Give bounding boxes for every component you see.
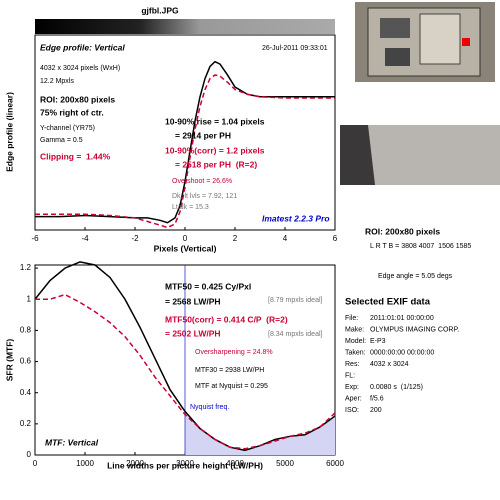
x-tick-label: -6 xyxy=(31,234,39,243)
x-axis-label: Pixels (Vertical) xyxy=(154,243,217,253)
annotation: Y-channel (YR75) xyxy=(40,125,95,132)
exif-label: Exp: xyxy=(345,384,359,391)
annotation: Clipping = 1.44% xyxy=(40,151,111,161)
exif-label: Taken: xyxy=(345,349,366,356)
exif-value: 0.0080 s (1/125) xyxy=(370,384,423,391)
x-tick-label: 2 xyxy=(233,234,238,243)
annotation: Overshoot = 26.6% xyxy=(172,178,232,185)
y-axis-label: Edge profile (linear) xyxy=(4,92,14,172)
x-tick-label: 5000 xyxy=(276,459,294,468)
y-tick-label: 1 xyxy=(27,294,32,303)
exif-label: Aper: xyxy=(345,395,362,402)
y-tick-label: 1.2 xyxy=(20,263,32,272)
annotation: Lt/dk = 15.3 xyxy=(172,204,209,211)
annotation: 12.2 Mpxls xyxy=(40,78,74,85)
x-tick-label: 6 xyxy=(333,234,338,243)
annotation: 10-90% rise = 1.04 pixels xyxy=(165,116,265,126)
x-tick-label: 6000 xyxy=(326,459,344,468)
annotation: MTF: Vertical xyxy=(45,437,99,447)
exif-label: ISO: xyxy=(345,407,359,414)
exif-label: Model: xyxy=(345,338,366,345)
x-tick-label: 0 xyxy=(183,234,188,243)
y-tick-label: 0.4 xyxy=(20,388,32,397)
data-line xyxy=(35,74,335,229)
annotation: Oversharpening = 24.8% xyxy=(195,349,273,356)
annotation: 26-Jul-2011 09:33:01 xyxy=(262,45,328,52)
exif-label: File: xyxy=(345,315,358,322)
x-tick-label: -4 xyxy=(81,234,89,243)
annotation: = 2914 per PH xyxy=(175,130,231,140)
y-tick-label: 0.8 xyxy=(20,326,32,335)
x-tick-label: 4000 xyxy=(226,459,244,468)
edge-strip xyxy=(35,19,335,34)
x-axis-label: Line widths per picture height (LW/PH) xyxy=(107,460,263,470)
annotation: Dk, lt lvls = 7.92, 121 xyxy=(172,193,237,200)
annotation: MTF30 = 2938 LW/PH xyxy=(195,367,264,374)
annotation: = 2568 LW/PH xyxy=(165,296,221,306)
annotation: Imatest 2.2.3 Pro xyxy=(262,213,330,223)
exif-value: 4032 x 3024 xyxy=(370,361,409,368)
y-tick-label: 0.2 xyxy=(20,419,32,428)
thumbnail xyxy=(355,2,495,82)
exif-title: Selected EXIF data xyxy=(345,297,431,308)
edge-angle: Edge angle = 5.05 degs xyxy=(378,273,453,280)
annotation: = 2502 LW/PH xyxy=(165,328,221,338)
annotation: 75% right of ctr. xyxy=(40,107,104,117)
roi-bounds: L R T B = 3808 4007 1506 1585 xyxy=(370,243,471,250)
x-tick-label: 1000 xyxy=(76,459,94,468)
annotation: [8.79 mpxls ideal] xyxy=(268,297,323,304)
roi-crop xyxy=(340,125,500,185)
chart-title: gjfbl.JPG xyxy=(141,5,179,15)
annotation: ROI: 200x80 pixels xyxy=(40,94,115,104)
x-tick-label: 2000 xyxy=(126,459,144,468)
exif-value: f/5.6 xyxy=(370,395,384,402)
annotation: 4032 x 3024 pixels (WxH) xyxy=(40,65,120,72)
roi-label: ROI: 200x80 pixels xyxy=(365,226,440,236)
exif-label: FL: xyxy=(345,372,355,379)
annotation: [8.34 mpxls ideal] xyxy=(268,331,323,338)
annotation: MTF at Nyquist = 0.295 xyxy=(195,383,268,390)
exif-value: E-P3 xyxy=(370,338,386,345)
x-tick-label: 3000 xyxy=(176,459,194,468)
exif-value: 0000:00:00 00:00:00 xyxy=(370,349,434,356)
data-line xyxy=(35,293,336,450)
x-tick-label: 4 xyxy=(283,234,288,243)
y-axis-label: SFR (MTF) xyxy=(4,339,14,382)
exif-label: Res: xyxy=(345,361,359,368)
exif-label: Make: xyxy=(345,326,364,333)
annotation: Gamma = 0.5 xyxy=(40,137,83,144)
annotation: Edge profile: Vertical xyxy=(40,42,125,52)
x-tick-label: -2 xyxy=(131,234,139,243)
exif-value: 200 xyxy=(370,407,382,414)
annotation: 10-90%(corr) = 1.2 pixels xyxy=(165,145,265,155)
exif-value: 2011:01:01 00:00:00 xyxy=(370,315,434,322)
x-tick-label: 0 xyxy=(33,459,38,468)
annotation: MTF50(corr) = 0.414 C/P (R=2) xyxy=(165,314,288,324)
y-tick-label: 0.6 xyxy=(20,357,32,366)
annotation: MTF50 = 0.425 Cy/Pxl xyxy=(165,281,251,291)
exif-value: OLYMPUS IMAGING CORP. xyxy=(370,326,459,333)
annotation: Nyquist freq. xyxy=(190,404,229,411)
annotation: = 2518 per PH (R=2) xyxy=(175,159,257,169)
y-tick-label: 0 xyxy=(27,450,32,459)
